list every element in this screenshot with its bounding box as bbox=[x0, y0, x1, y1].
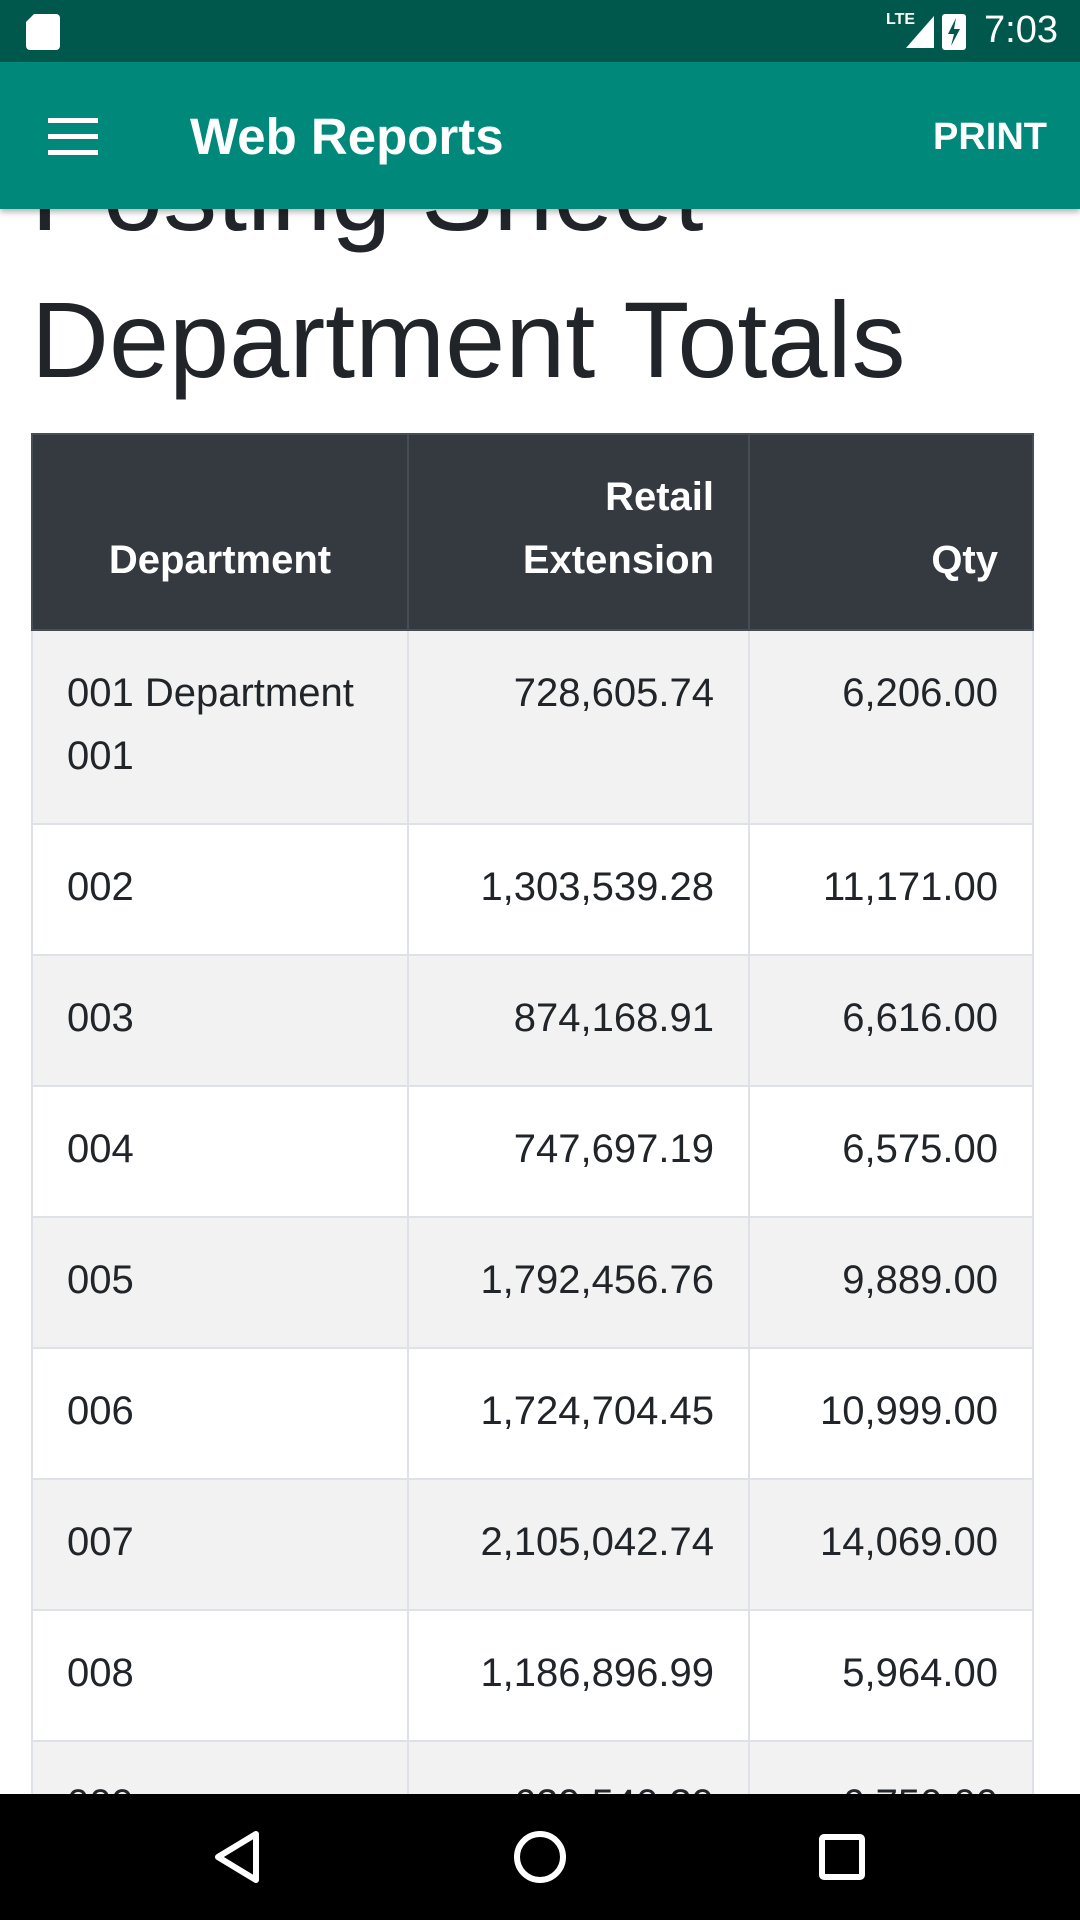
table-cell: 6,750.00 bbox=[748, 1740, 1034, 1794]
battery-bolt bbox=[948, 18, 960, 46]
table-cell: 005 bbox=[31, 1216, 409, 1349]
table-cell: 728,605.74 bbox=[407, 629, 750, 825]
home-button[interactable] bbox=[514, 1831, 566, 1883]
totals-table: Department Retail Extension Qty 001 Depart… bbox=[31, 433, 1034, 1794]
table-cell: 9,889.00 bbox=[748, 1216, 1034, 1349]
table-cell: 10,999.00 bbox=[748, 1347, 1034, 1480]
network-label: LTE bbox=[886, 11, 915, 28]
table-cell: 1,724,704.45 bbox=[407, 1347, 750, 1480]
recents-button[interactable] bbox=[819, 1834, 865, 1880]
app-bar: Web Reports PRINT bbox=[0, 62, 1080, 209]
table-cell: 003 bbox=[31, 954, 409, 1087]
table-cell: 001 Department 001 bbox=[31, 629, 409, 825]
status-bar: LTE 7:03 bbox=[0, 0, 1080, 62]
table-cell: 009 bbox=[31, 1740, 409, 1794]
page-subheading: Department Totals bbox=[31, 279, 906, 400]
table-cell: 6,575.00 bbox=[748, 1085, 1034, 1218]
table-cell: 14,069.00 bbox=[748, 1478, 1034, 1611]
column-header: Department bbox=[31, 433, 409, 631]
table-cell: 874,168.91 bbox=[407, 954, 750, 1087]
column-header: Qty bbox=[748, 433, 1034, 631]
sd-card-icon bbox=[26, 14, 60, 50]
nav-bar bbox=[0, 1794, 1080, 1920]
table-cell: 6,206.00 bbox=[748, 629, 1034, 825]
table-cell: 008 bbox=[31, 1609, 409, 1742]
table-cell: 6,616.00 bbox=[748, 954, 1034, 1087]
app-title: Web Reports bbox=[190, 108, 504, 165]
table-cell: 007 bbox=[31, 1478, 409, 1611]
table-row: 001 Department 001 728,605.74 6,206.00 bbox=[31, 629, 1034, 825]
table-row: 003 874,168.91 6,616.00 bbox=[31, 954, 1034, 1087]
table-cell: 2,105,042.74 bbox=[407, 1478, 750, 1611]
table-row: 005 1,792,456.76 9,889.00 bbox=[31, 1216, 1034, 1349]
table-row: 008 1,186,896.99 5,964.00 bbox=[31, 1609, 1034, 1742]
table-row: 009629,540.396,750.00 bbox=[31, 1740, 1034, 1794]
table-row: 002 1,303,539.28 11,171.00 bbox=[31, 823, 1034, 956]
table-row: 004 747,697.19 6,575.00 bbox=[31, 1085, 1034, 1218]
table-cell: 006 bbox=[31, 1347, 409, 1480]
table-cell: 1,792,456.76 bbox=[407, 1216, 750, 1349]
content: Posting Sheet Department Totals Departme… bbox=[31, 139, 1034, 1794]
column-header: Retail Extension bbox=[407, 433, 750, 631]
header-row: Department Retail Extension Qty bbox=[31, 433, 1034, 631]
status-icons: LTE 7:03 bbox=[26, 9, 1058, 51]
clock: 7:03 bbox=[984, 9, 1058, 51]
table-cell: 1,186,896.99 bbox=[407, 1609, 750, 1742]
table-cell: 002 bbox=[31, 823, 409, 956]
table-row: 006 1,724,704.45 10,999.00 bbox=[31, 1347, 1034, 1480]
table-cell: 629,540.39 bbox=[407, 1740, 750, 1794]
table-cell: 11,171.00 bbox=[748, 823, 1034, 956]
print-button[interactable]: PRINT bbox=[933, 116, 1047, 158]
nav-icons bbox=[215, 1831, 865, 1883]
table-cell: 5,964.00 bbox=[748, 1609, 1034, 1742]
table-cell: 004 bbox=[31, 1085, 409, 1218]
table-row: 007 2,105,042.74 14,069.00 bbox=[31, 1478, 1034, 1611]
table-cell: 747,697.19 bbox=[407, 1085, 750, 1218]
signal-icon bbox=[906, 16, 934, 48]
table-cell: 1,303,539.28 bbox=[407, 823, 750, 956]
menu-button[interactable] bbox=[48, 116, 108, 156]
back-button[interactable] bbox=[215, 1831, 259, 1883]
